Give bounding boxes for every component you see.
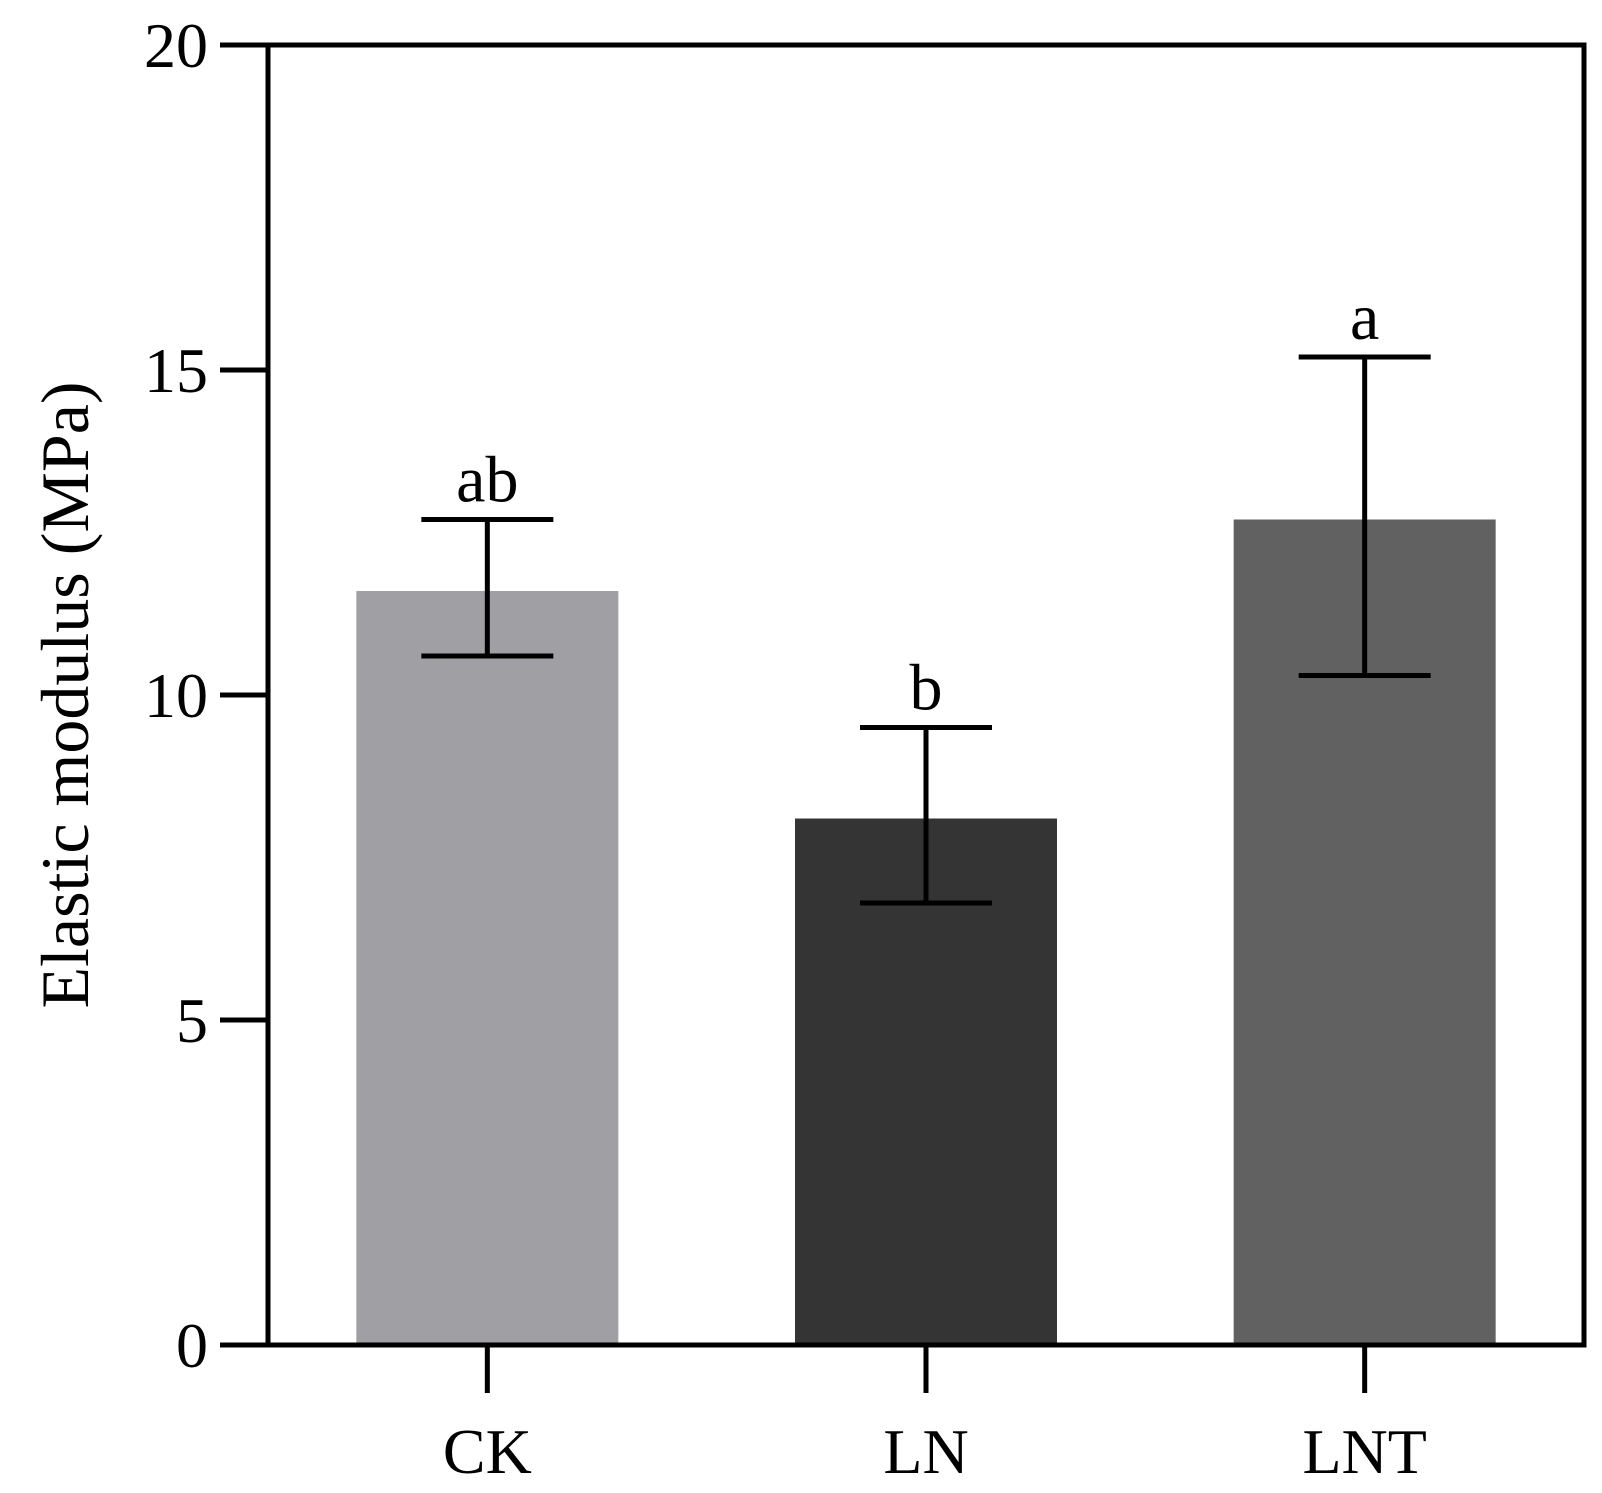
plot-frame xyxy=(265,42,1587,1348)
y-tick-label-0: 0 xyxy=(176,1310,208,1381)
error-bar-ck xyxy=(421,517,554,659)
y-ticks: 0 5 10 15 20 xyxy=(144,10,1368,1393)
significance-label-ck: ab xyxy=(456,444,518,517)
x-tick-label-lnt: LNT xyxy=(1302,1416,1426,1487)
y-axis-title: Elastic modulus (MPa) xyxy=(27,381,103,1008)
x-tick-label-ck: CK xyxy=(443,1416,532,1487)
labels: CK ab LN b LNT a xyxy=(443,281,1427,1487)
x-tick-label-ln: LN xyxy=(883,1416,968,1487)
error-bar-ln xyxy=(860,725,992,906)
bar-ln xyxy=(795,818,1057,1345)
error-bar-lnt xyxy=(1298,354,1431,678)
bars xyxy=(356,519,1496,1345)
y-tick-label-10: 10 xyxy=(144,660,208,731)
y-tick-label-5: 5 xyxy=(176,985,208,1056)
y-tick-label-20: 20 xyxy=(144,10,208,81)
error-bars xyxy=(421,354,1431,906)
significance-label-lnt: a xyxy=(1350,281,1379,354)
bar-ck xyxy=(356,591,619,1345)
y-tick-label-15: 15 xyxy=(144,335,208,406)
significance-label-ln: b xyxy=(910,652,943,725)
